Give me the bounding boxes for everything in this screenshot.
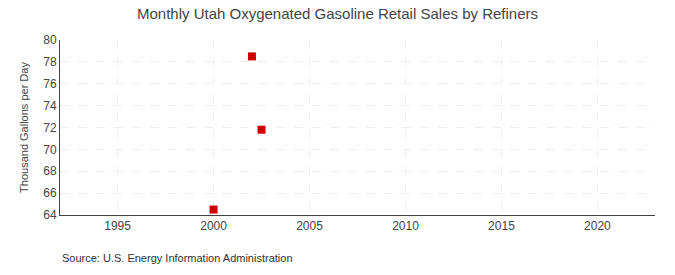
svg-text:80: 80 bbox=[43, 33, 57, 47]
svg-text:2020: 2020 bbox=[584, 219, 611, 233]
svg-text:76: 76 bbox=[43, 77, 57, 91]
svg-text:2000: 2000 bbox=[200, 219, 227, 233]
svg-text:2010: 2010 bbox=[392, 219, 419, 233]
svg-text:66: 66 bbox=[43, 186, 57, 200]
svg-text:Monthly Utah Oxygenated Gasoli: Monthly Utah Oxygenated Gasoline Retail … bbox=[137, 5, 538, 22]
svg-text:64: 64 bbox=[43, 208, 57, 222]
svg-text:2005: 2005 bbox=[296, 219, 323, 233]
svg-text:2015: 2015 bbox=[488, 219, 515, 233]
svg-text:70: 70 bbox=[43, 143, 57, 157]
svg-text:68: 68 bbox=[43, 164, 57, 178]
svg-text:78: 78 bbox=[43, 55, 57, 69]
svg-text:74: 74 bbox=[43, 99, 57, 113]
svg-text:Source: U.S. Energy Informatio: Source: U.S. Energy Information Administ… bbox=[62, 252, 293, 264]
svg-text:1995: 1995 bbox=[104, 219, 131, 233]
svg-text:72: 72 bbox=[43, 121, 57, 135]
svg-text:Thousand Gallons per Day: Thousand Gallons per Day bbox=[18, 62, 30, 193]
